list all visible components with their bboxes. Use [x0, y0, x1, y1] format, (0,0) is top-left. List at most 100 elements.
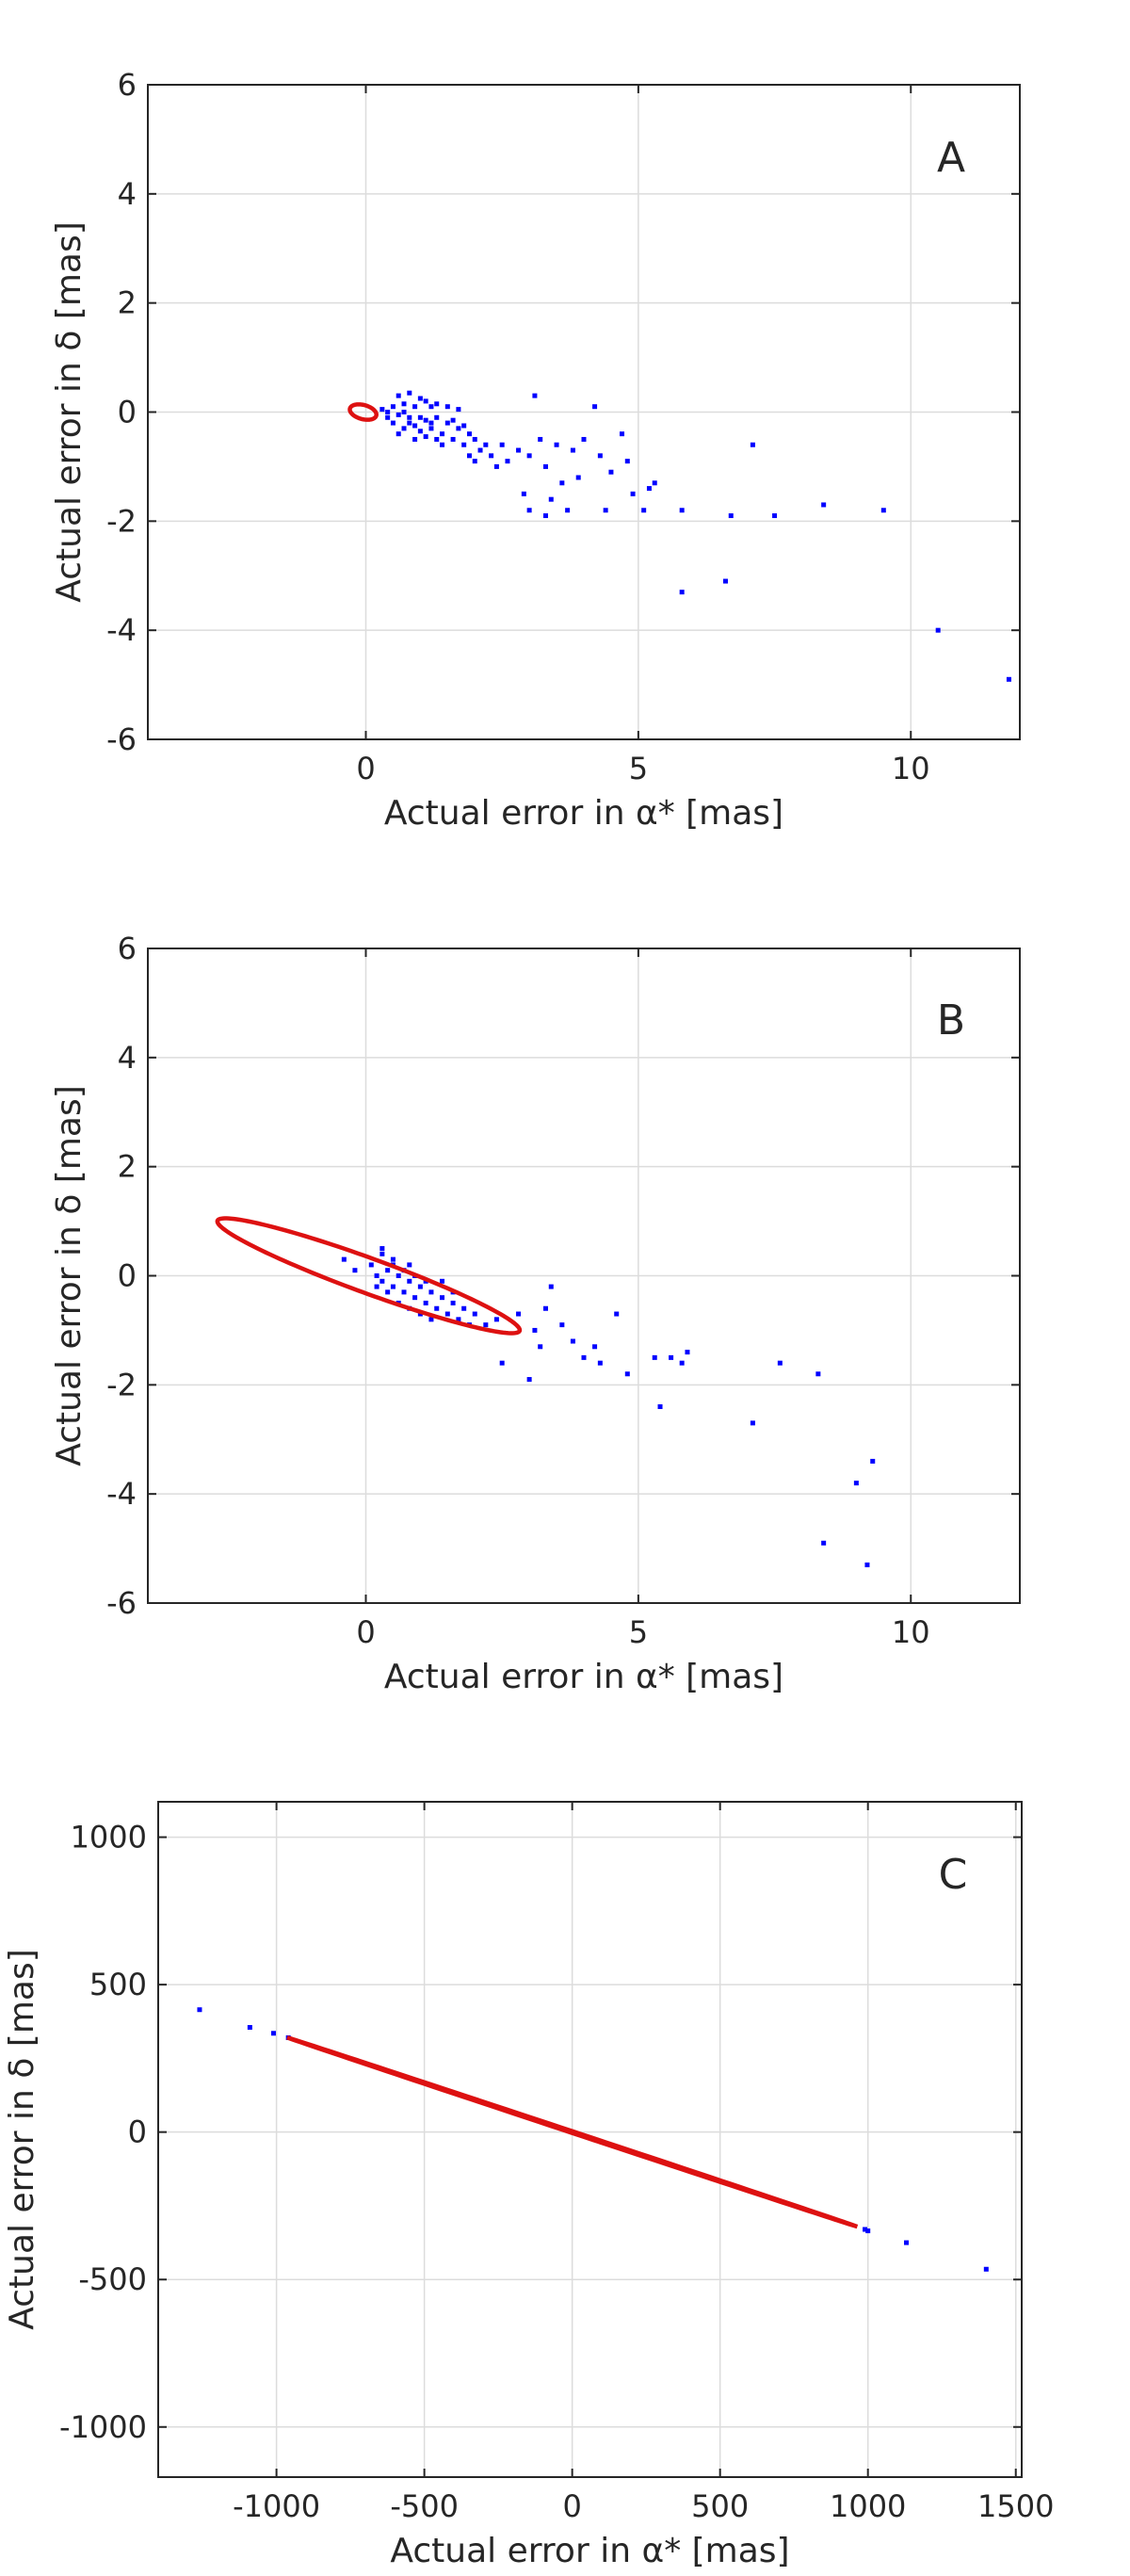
- data-point: [532, 393, 538, 398]
- data-point: [412, 404, 418, 410]
- data-point: [592, 1344, 598, 1350]
- data-point: [466, 431, 472, 437]
- y-tick-label: -6: [106, 1585, 137, 1621]
- chart-panel-b: 0 5 10 -6 -4 -2 0 2 4 6 Actual error in α* [mas] Ac…: [50, 931, 1021, 1696]
- data-point: [401, 401, 407, 407]
- y-tick-label: 6: [118, 931, 137, 966]
- data-point: [401, 426, 407, 431]
- data-point: [548, 496, 554, 502]
- data-point: [412, 1295, 418, 1301]
- data-point: [341, 1256, 347, 1262]
- data-point: [428, 426, 434, 431]
- x-tick-label: -1000: [233, 2488, 320, 2524]
- data-point: [750, 442, 755, 447]
- data-point: [423, 417, 428, 423]
- data-point: [624, 1371, 630, 1377]
- data-point: [390, 1256, 396, 1262]
- data-point: [417, 414, 423, 420]
- data-point: [434, 414, 440, 420]
- data-point: [526, 508, 532, 513]
- data-point: [669, 1354, 674, 1360]
- data-point: [772, 513, 778, 519]
- data-point: [379, 1246, 385, 1252]
- data-point: [516, 1311, 522, 1317]
- data-point: [379, 1251, 385, 1256]
- data-point: [685, 1350, 690, 1355]
- data-point: [423, 434, 428, 440]
- x-tick-label: -500: [390, 2488, 459, 2524]
- y-tick-label: 500: [89, 1967, 147, 2002]
- data-point: [542, 463, 548, 469]
- data-point: [477, 447, 483, 453]
- y-tick-label: 6: [118, 67, 137, 103]
- y-tick-label: 4: [118, 176, 137, 212]
- data-point: [407, 390, 412, 396]
- data-point: [412, 436, 418, 442]
- data-point: [444, 420, 450, 426]
- data-point: [865, 2228, 871, 2234]
- y-axis-label: Actual error in δ [mas]: [3, 1949, 41, 2330]
- data-point: [521, 491, 526, 496]
- data-point: [646, 486, 652, 492]
- x-axis-label: Actual error in α* [mas]: [384, 794, 783, 833]
- data-point: [505, 459, 510, 464]
- data-point: [679, 1360, 685, 1366]
- data-point: [352, 1268, 358, 1273]
- data-point: [532, 1327, 538, 1333]
- y-tick-label: -6: [106, 721, 137, 757]
- data-point: [597, 453, 603, 459]
- data-point: [247, 2025, 252, 2031]
- data-point: [489, 453, 494, 459]
- data-point: [863, 2227, 868, 2232]
- scatter-series: [379, 390, 1011, 682]
- y-axis-label: Actual error in δ [mas]: [50, 221, 89, 603]
- y-tick-label: 0: [128, 2114, 147, 2150]
- error-ellipse: [215, 1216, 523, 1336]
- data-point: [516, 447, 522, 453]
- data-point: [385, 410, 391, 414]
- data-point: [407, 414, 412, 420]
- data-point: [597, 1360, 603, 1366]
- data-point: [581, 436, 587, 442]
- plot-frame: [157, 1801, 1023, 2478]
- data-point: [499, 1360, 505, 1366]
- data-point: [401, 1289, 407, 1295]
- data-point: [390, 420, 396, 426]
- data-point: [444, 1311, 450, 1317]
- data-point: [880, 508, 886, 513]
- data-point: [641, 508, 647, 513]
- y-tick-label: -4: [106, 1476, 137, 1512]
- x-tick-label: 500: [691, 2488, 749, 2524]
- data-point: [390, 404, 396, 410]
- chart-panel-a: 0 5 10 -6 -4 -2 0 2 4 6 Actual error in α* [mas] Ac…: [50, 67, 1021, 833]
- data-point: [679, 590, 685, 595]
- data-point: [396, 1273, 401, 1278]
- data-point: [440, 431, 445, 437]
- data-point: [630, 491, 636, 496]
- x-tick-label: 10: [892, 1614, 930, 1650]
- data-point: [538, 436, 543, 442]
- data-point: [461, 1305, 467, 1311]
- x-tick-label: 10: [892, 751, 930, 786]
- data-point: [570, 1338, 575, 1344]
- data-point: [461, 442, 467, 447]
- y-tick-label: 1000: [71, 1820, 147, 1855]
- data-point: [864, 1562, 870, 1567]
- y-tick-label: 0: [118, 395, 137, 430]
- data-point: [554, 442, 559, 447]
- data-point: [983, 2266, 989, 2272]
- data-point: [407, 1278, 412, 1284]
- data-point: [374, 1284, 379, 1289]
- data-point: [750, 1420, 755, 1426]
- data-point: [270, 2031, 276, 2036]
- data-point: [417, 1284, 423, 1289]
- data-point: [624, 459, 630, 464]
- data-point: [385, 414, 391, 420]
- y-tick-label: 2: [118, 285, 137, 321]
- data-point: [423, 398, 428, 404]
- data-point: [657, 1404, 663, 1409]
- data-point: [472, 459, 477, 464]
- data-point: [559, 480, 565, 486]
- panel-label: A: [937, 134, 965, 182]
